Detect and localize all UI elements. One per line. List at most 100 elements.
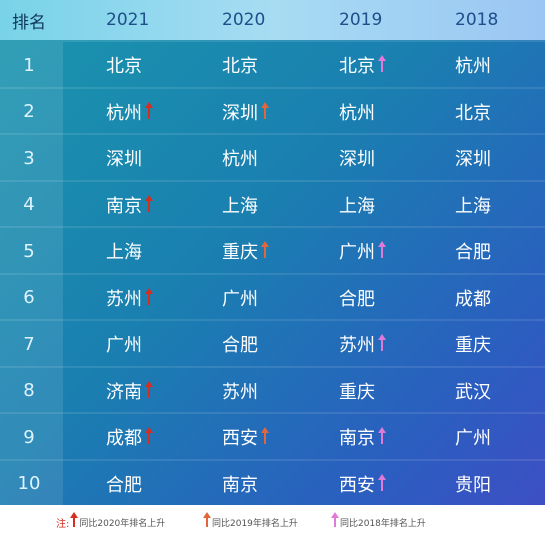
- table-row: 5 上海 重庆 广州 合肥: [0, 226, 545, 275]
- rank-number: 8: [23, 380, 35, 402]
- city-cell: 成都: [106, 414, 153, 461]
- rank-column-shade: [0, 414, 63, 461]
- city-name: 上海: [222, 195, 258, 217]
- city-name: 杭州: [222, 149, 258, 171]
- city-name: 苏州: [339, 335, 375, 357]
- city-cell: 广州: [106, 321, 142, 368]
- arrow-up-icon: [261, 427, 269, 445]
- city-name: 广州: [339, 242, 375, 264]
- city-name: 合肥: [455, 242, 491, 264]
- arrow-up-icon: [378, 473, 386, 491]
- city-name: 杭州: [455, 56, 491, 78]
- city-name: 广州: [106, 335, 142, 357]
- city-cell: 深圳: [106, 135, 142, 182]
- city-name: 重庆: [455, 335, 491, 357]
- rank-column-shade: [0, 274, 63, 321]
- table-row: 7 广州 合肥 苏州 重庆: [0, 319, 545, 368]
- arrow-up-icon: [145, 287, 153, 305]
- legend-item-2019: 同比2019年排名上升: [203, 512, 298, 529]
- legend-label: 同比2019年排名上升: [212, 518, 298, 529]
- rank-column-shade: [0, 460, 63, 507]
- city-name: 北京: [106, 56, 142, 78]
- city-cell: 北京: [222, 42, 258, 89]
- rank-column-shade: [0, 321, 63, 368]
- city-cell: 上海: [106, 228, 142, 275]
- legend-item-2020: 注: 同比2020年排名上升: [56, 512, 166, 530]
- city-name: 济南: [106, 381, 142, 403]
- city-cell: 杭州: [455, 42, 491, 89]
- city-name: 北京: [222, 56, 258, 78]
- rank-number: 4: [23, 194, 35, 216]
- city-name: 杭州: [339, 102, 375, 124]
- city-cell: 合肥: [455, 228, 491, 275]
- arrow-up-icon: [378, 241, 386, 259]
- arrow-up-icon: [378, 427, 386, 445]
- city-cell: 贵阳: [455, 461, 491, 508]
- header-year-2020: 2020: [222, 10, 266, 30]
- rank-number: 7: [23, 333, 35, 355]
- city-name: 上海: [455, 195, 491, 217]
- arrow-up-icon: [203, 512, 211, 527]
- city-name: 武汉: [455, 381, 491, 403]
- city-name: 深圳: [455, 149, 491, 171]
- rank-column-shade: [0, 88, 63, 135]
- rank-column-shade: [0, 135, 63, 182]
- city-cell: 深圳: [455, 135, 491, 182]
- city-cell: 重庆: [222, 228, 269, 275]
- rank-number: 3: [23, 147, 35, 169]
- city-name: 合肥: [222, 335, 258, 357]
- city-name: 成都: [455, 288, 491, 310]
- city-name: 西安: [222, 428, 258, 450]
- city-name: 西安: [339, 474, 375, 496]
- rank-number: 5: [23, 240, 35, 262]
- table-row: 3 深圳 杭州 深圳 深圳: [0, 133, 545, 182]
- legend-label: 同比2020年排名上升: [79, 518, 166, 529]
- rank-number: 10: [17, 473, 41, 495]
- city-cell: 上海: [455, 182, 491, 229]
- arrow-up-icon: [145, 427, 153, 445]
- city-cell: 广州: [339, 228, 386, 275]
- arrow-up-icon: [378, 334, 386, 352]
- city-cell: 重庆: [339, 368, 375, 415]
- city-cell: 深圳: [222, 89, 269, 136]
- arrow-up-icon: [261, 241, 269, 259]
- city-name: 上海: [106, 242, 142, 264]
- table-row: 2 杭州 深圳 杭州 北京: [0, 86, 545, 136]
- rank-column-shade: [0, 367, 63, 414]
- city-name: 苏州: [222, 381, 258, 403]
- city-cell: 西安: [222, 414, 269, 461]
- legend-label: 同比2018年排名上升: [340, 518, 426, 529]
- city-cell: 杭州: [339, 89, 375, 136]
- city-name: 重庆: [339, 381, 375, 403]
- city-cell: 西安: [339, 461, 386, 508]
- city-cell: 南京: [339, 414, 386, 461]
- city-name: 苏州: [106, 288, 142, 310]
- city-cell: 苏州: [106, 275, 153, 322]
- city-cell: 深圳: [339, 135, 375, 182]
- table-row: 8 济南 苏州 重庆 武汉: [0, 365, 545, 415]
- header-year-2021: 2021: [106, 10, 150, 30]
- city-cell: 上海: [339, 182, 375, 229]
- city-cell: 广州: [222, 275, 258, 322]
- city-cell: 合肥: [106, 461, 142, 508]
- city-cell: 南京: [106, 182, 153, 229]
- city-cell: 苏州: [222, 368, 258, 415]
- city-cell: 杭州: [106, 89, 153, 136]
- city-name: 杭州: [106, 102, 142, 124]
- arrow-up-icon: [261, 101, 269, 119]
- city-name: 深圳: [222, 102, 258, 124]
- city-cell: 济南: [106, 368, 153, 415]
- city-name: 北京: [339, 56, 375, 78]
- city-cell: 北京: [106, 42, 142, 89]
- city-name: 深圳: [106, 149, 142, 171]
- city-cell: 北京: [339, 42, 386, 89]
- city-name: 合肥: [339, 288, 375, 310]
- city-name: 重庆: [222, 242, 258, 264]
- legend: 注: 同比2020年排名上升 同比2019年排名上升 同比2018年排名上升: [0, 505, 545, 537]
- city-cell: 上海: [222, 182, 258, 229]
- arrow-up-icon: [145, 101, 153, 119]
- city-cell: 重庆: [455, 321, 491, 368]
- table-row: 9 成都 西安 南京 广州: [0, 412, 545, 461]
- rank-number: 2: [23, 101, 35, 123]
- rank-number: 1: [23, 54, 35, 76]
